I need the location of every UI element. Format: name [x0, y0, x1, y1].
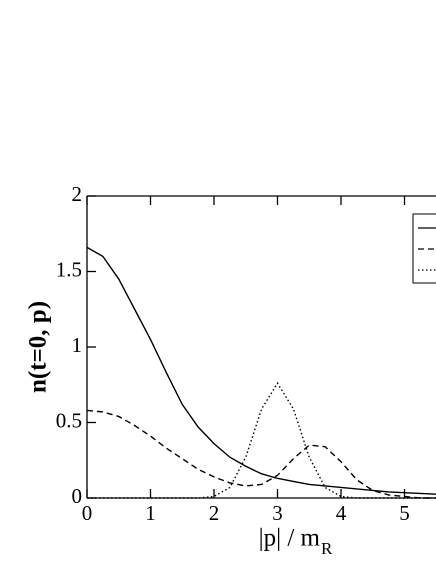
line-series: [87, 381, 436, 499]
x-tick-label: 5: [399, 501, 410, 525]
x-tick-label: 0: [82, 501, 93, 525]
line-series: [86, 246, 436, 495]
x-tick-label: 4: [336, 501, 347, 525]
y-tick-label: 1: [72, 333, 83, 357]
y-tick-label: 1.5: [56, 257, 82, 281]
x-axis-label-sub: R: [321, 539, 333, 558]
y-tick-label: 0: [72, 484, 83, 508]
x-tick-label: 3: [272, 501, 283, 525]
x-tick-label: 2: [209, 501, 220, 525]
legend-box: [412, 213, 436, 284]
y-tick-label: 0.5: [56, 408, 82, 432]
x-axis-label: |p| / m: [259, 525, 321, 552]
line-series: [86, 409, 436, 499]
y-axis-label: n(t=0, p): [25, 301, 52, 393]
y-tick-label: 2: [72, 182, 83, 206]
x-tick-label: 1: [145, 501, 156, 525]
